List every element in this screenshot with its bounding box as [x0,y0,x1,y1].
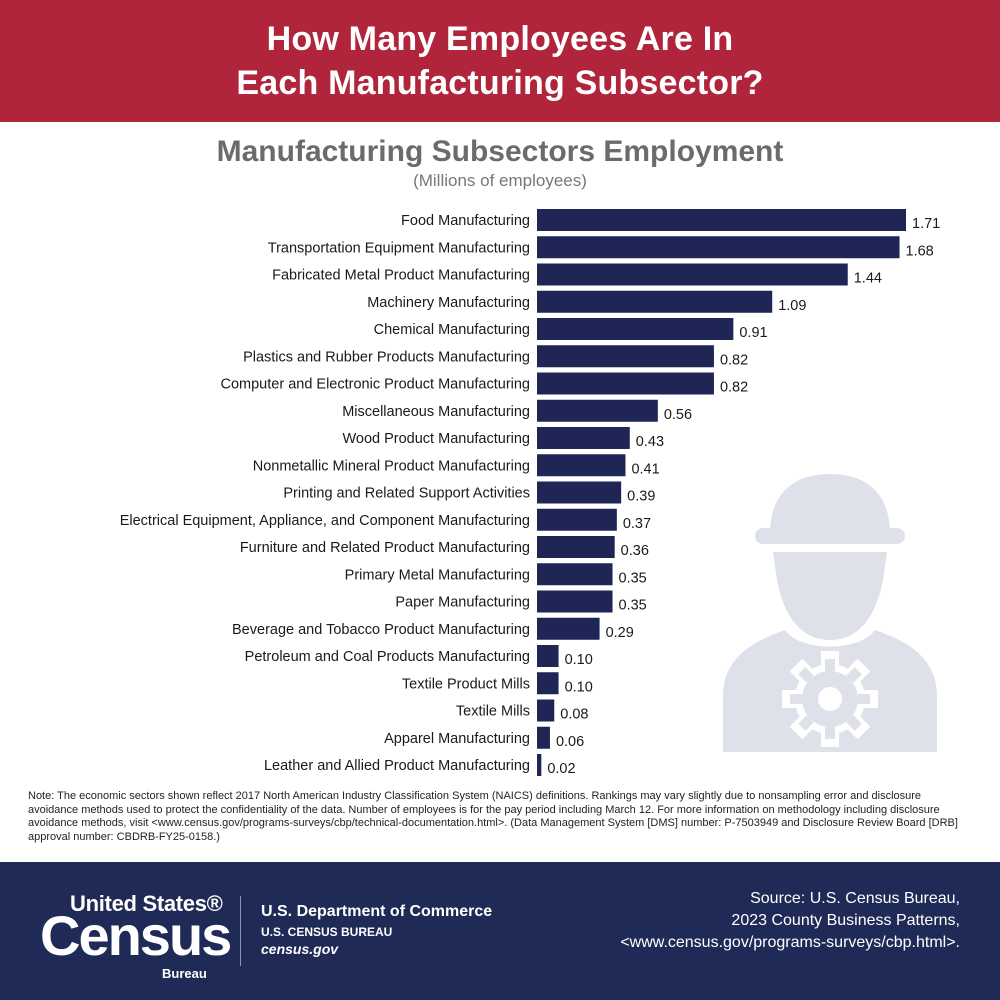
header-banner: How Many Employees Are In Each Manufactu… [0,0,1000,122]
category-label-21: Leather and Allied Product Manufacturing [264,758,530,774]
logo-census: Census [40,904,232,967]
bar-19 [537,699,555,722]
bar-11 [537,481,622,504]
value-label-14: 0.35 [619,570,647,586]
header-title-line-1: How Many Employees Are In [266,20,734,58]
category-label-15: Paper Manufacturing [395,595,530,611]
bar-13 [537,536,615,558]
footer-bar: United States® Census Bureau U.S. Depart… [0,862,1000,1000]
bar-chart: Food Manufacturing 1.71 Transportation Equ… [120,209,940,777]
category-label-20: Apparel Manufacturing [384,731,530,747]
bar-20 [537,726,550,749]
category-label-10: Nonmetallic Mineral Product Manufacturin… [253,458,530,474]
source-line-2: 2023 County Business Patterns, [731,912,960,929]
department-name: U.S. Department of Commerce [261,903,493,920]
category-label-6: Plastics and Rubber Products Manufacturi… [243,349,530,365]
bar-1 [537,209,906,231]
category-label-2: Transportation Equipment Manufacturing [268,240,530,256]
bar-3 [537,263,848,286]
value-label-6: 0.82 [720,352,748,368]
category-label-8: Miscellaneous Manufacturing [342,404,530,420]
value-label-8: 0.56 [664,407,692,423]
value-label-1: 1.71 [912,216,940,232]
category-label-12: Electrical Equipment, Appliance, and Com… [120,513,530,529]
logo-united-states: United States® [70,891,223,916]
value-label-18: 0.10 [565,679,593,695]
value-label-16: 0.29 [606,625,634,641]
category-label-19: Textile Mills [456,704,530,720]
bar-2 [537,236,900,259]
source-citation: Source: U.S. Census Bureau, 2023 County … [490,888,960,954]
bar-7 [537,372,714,395]
category-label-17: Petroleum and Coal Products Manufacturin… [245,649,530,665]
chart-subtitle: (Millions of employees) [413,171,587,190]
category-label-13: Furniture and Related Product Manufactur… [240,540,530,556]
bar-21 [537,754,542,776]
bar-16 [537,617,600,640]
category-label-16: Beverage and Tobacco Product Manufacturi… [232,622,530,638]
bureau-name: U.S. CENSUS BUREAU [261,925,393,939]
value-label-10: 0.41 [631,461,659,477]
bar-18 [537,672,559,695]
value-label-2: 1.68 [906,243,934,259]
value-label-15: 0.35 [619,598,647,614]
bar-10 [537,454,626,477]
bar-12 [537,508,617,531]
category-label-5: Chemical Manufacturing [374,322,530,338]
value-label-20: 0.06 [556,734,584,750]
value-label-7: 0.82 [720,380,748,396]
category-label-14: Primary Metal Manufacturing [345,567,530,583]
value-label-17: 0.10 [565,652,593,668]
source-line-3: <www.census.gov/programs-surveys/cbp.htm… [620,934,960,951]
bar-14 [537,563,613,586]
value-label-4: 1.09 [778,298,806,314]
source-line-1: Source: U.S. Census Bureau, [750,890,960,907]
category-label-18: Textile Product Mills [402,676,530,692]
category-label-7: Computer and Electronic Product Manufact… [221,377,531,393]
chart-title: Manufacturing Subsectors Employment [216,135,784,168]
value-label-11: 0.39 [627,489,655,505]
bar-9 [537,427,630,449]
value-label-9: 0.43 [636,434,664,450]
census-website-link[interactable]: census.gov [261,941,339,957]
category-label-1: Food Manufacturing [401,213,530,229]
bar-6 [537,345,714,368]
logo-bureau: Bureau [162,966,207,981]
value-label-21: 0.02 [547,761,575,777]
methodology-note: Note: The economic sectors shown reflect… [28,790,958,843]
bar-8 [537,399,658,422]
bar-17 [537,645,559,667]
bar-4 [537,290,773,313]
value-label-3: 1.44 [854,271,882,287]
value-label-13: 0.36 [621,543,649,559]
header-title-line-2: Each Manufacturing Subsector? [236,64,764,102]
value-label-12: 0.37 [623,516,651,532]
category-label-9: Wood Product Manufacturing [342,431,530,447]
bar-15 [537,590,613,613]
category-label-4: Machinery Manufacturing [367,295,530,311]
category-label-3: Fabricated Metal Product Manufacturing [272,268,530,284]
value-label-19: 0.08 [560,707,588,723]
construction-worker-gear-icon [723,474,937,752]
value-label-5: 0.91 [739,325,767,341]
bar-5 [537,318,734,340]
footer-divider [240,896,241,966]
category-label-11: Printing and Related Support Activities [283,486,530,502]
